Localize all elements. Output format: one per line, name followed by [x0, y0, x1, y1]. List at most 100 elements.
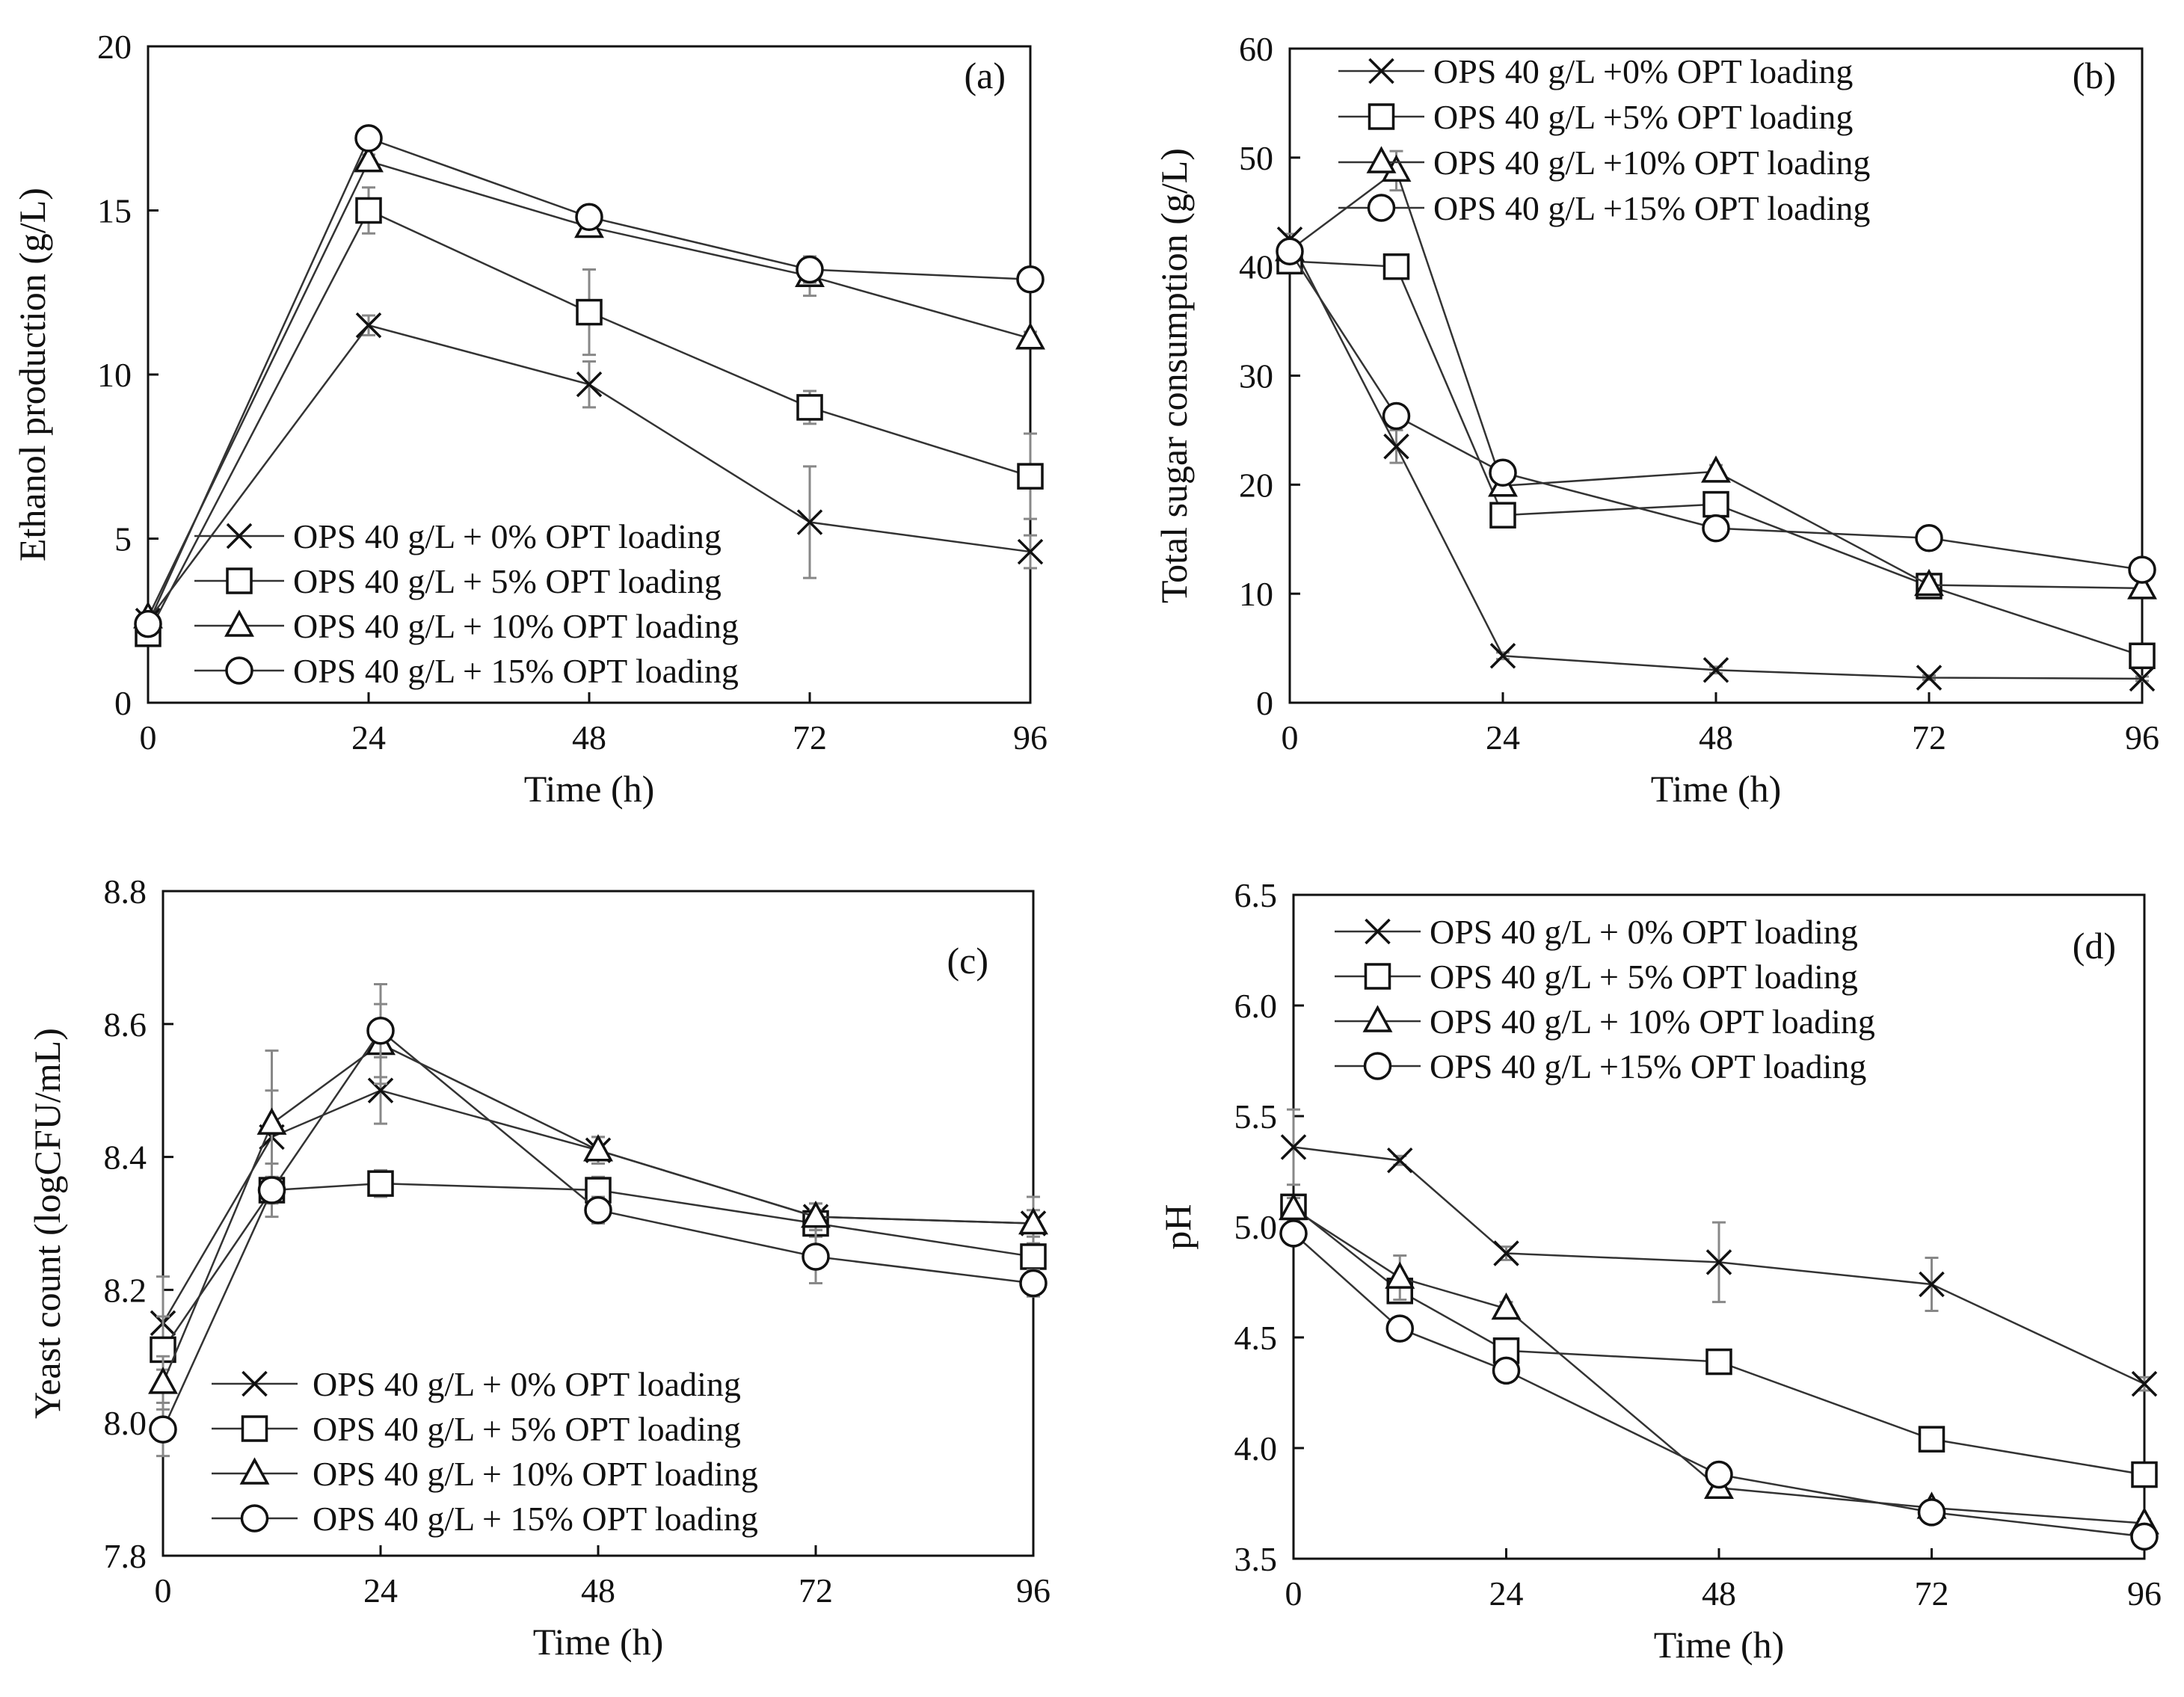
data-point [801, 1200, 831, 1228]
legend-entry: OPS 40 g/L +10% OPT loading [1338, 144, 1870, 182]
legend-entry: OPS 40 g/L + 5% OPT loading [212, 1410, 741, 1448]
series-circle [149, 982, 1048, 1458]
data-point [1382, 401, 1411, 431]
legend-marker [1363, 1052, 1392, 1080]
legend-label: OPS 40 g/L + 0% OPT loading [313, 1365, 741, 1403]
series-line [1288, 238, 2143, 680]
y-tick-label: 4.5 [1234, 1319, 1278, 1357]
x-tick-label: 48 [581, 1571, 615, 1610]
data-point [1280, 1134, 1307, 1160]
legend-marker [225, 656, 253, 685]
data-point [354, 124, 383, 153]
x-axis-title: Time (h) [1654, 1624, 1785, 1666]
data-point [1016, 265, 1045, 294]
data-point [367, 1077, 394, 1103]
y-tick-label: 8.6 [104, 1005, 147, 1044]
x-tick-label: 96 [1016, 1571, 1051, 1610]
data-point [2127, 572, 2157, 600]
legend-entry: OPS 40 g/L + 15% OPT loading [194, 652, 739, 690]
series-line [1288, 250, 2143, 571]
legend-entry: OPS 40 g/L + 5% OPT loading [1335, 958, 1858, 996]
data-point [148, 1367, 178, 1394]
legend-marker [224, 609, 254, 637]
data-point [584, 1195, 612, 1225]
data-point [355, 197, 382, 224]
legend-marker [242, 1370, 268, 1397]
legend-marker [240, 1504, 269, 1533]
legend-entry: OPS 40 g/L + 0% OPT loading [212, 1365, 741, 1403]
data-point [355, 312, 382, 339]
panel-label: (c) [947, 940, 989, 982]
series-line [162, 1182, 1034, 1351]
legend-entry: OPS 40 g/L + 0% OPT loading [194, 517, 722, 555]
data-point [367, 1170, 394, 1197]
series-line [162, 1029, 1034, 1430]
y-axis-title: pH [1157, 1204, 1199, 1249]
data-point [1705, 1460, 1733, 1489]
data-point [366, 1016, 395, 1045]
legend-marker [1368, 58, 1394, 84]
data-point [1491, 1292, 1522, 1320]
data-point [1019, 1269, 1048, 1298]
panel-c: 7.8 8.0 8.2 8.4 8.6 8.8 0 24 48 72 96 Time (h) Yeast… [26, 872, 1051, 1663]
legend-entry: OPS 40 g/L + 10% OPT loading [194, 607, 739, 645]
data-point [1385, 1261, 1415, 1289]
x-axis-title: Time (h) [524, 768, 655, 810]
legend-label: OPS 40 g/L + 0% OPT loading [293, 517, 722, 555]
legend-marker [1367, 194, 1396, 222]
series-line [1289, 260, 2143, 657]
data-point [1017, 463, 1044, 490]
data-point [1489, 643, 1516, 669]
legend: OPS 40 g/L + 0% OPT loading OPS 40 g/L + … [212, 1365, 758, 1538]
data-point [1914, 568, 1944, 597]
panel-label: (d) [2073, 925, 2116, 967]
series-x [1280, 1108, 2158, 1397]
y-tick-label: 15 [97, 192, 132, 230]
legend-entry: OPS 40 g/L +5% OPT loading [1338, 98, 1853, 136]
data-point [1705, 1249, 1732, 1275]
legend-label: OPS 40 g/L + 5% OPT loading [293, 562, 722, 600]
x-tick-label: 0 [1285, 1574, 1302, 1613]
legend-entry: OPS 40 g/L +15% OPT loading [1335, 1047, 1866, 1085]
legend-label: OPS 40 g/L +0% OPT loading [1433, 52, 1853, 90]
data-point [2130, 1522, 2159, 1551]
data-point [1916, 665, 1942, 691]
data-point [796, 255, 824, 284]
legend-label: OPS 40 g/L + 10% OPT loading [1430, 1003, 1875, 1041]
y-tick-label: 60 [1239, 30, 1273, 68]
data-point [257, 1176, 286, 1204]
series-circle [134, 124, 1045, 638]
x-axis-title: Time (h) [533, 1621, 664, 1663]
y-tick-label: 8.8 [104, 872, 147, 911]
data-point [1017, 538, 1044, 565]
data-point [583, 1134, 613, 1162]
panel-d: 3.5 4.0 4.5 5.0 5.5 6.0 6.5 0 24 48 72 96 Time (h) pH… [1157, 876, 2162, 1666]
y-tick-label: 5.0 [1234, 1208, 1278, 1246]
x-tick-label: 0 [155, 1571, 172, 1610]
y-axis-title: Yeast count (logCFU/mL) [26, 1028, 68, 1419]
data-point [354, 145, 384, 173]
x-tick-label: 24 [351, 718, 386, 757]
x-tick-label: 72 [1915, 1574, 1949, 1613]
data-point [1385, 1314, 1414, 1343]
panel-b: 0 10 20 30 40 50 60 0 24 48 72 96 Time (h) Total suga… [1153, 30, 2159, 810]
data-point [1018, 1207, 1048, 1235]
x-tick-label: 0 [140, 718, 157, 757]
data-point [2129, 642, 2156, 670]
y-tick-label: 5.5 [1234, 1097, 1278, 1136]
y-tick-label: 6.5 [1234, 876, 1278, 914]
panel-label: (b) [2073, 55, 2116, 96]
data-point [796, 394, 823, 421]
data-point [802, 1242, 830, 1271]
data-point [1276, 237, 1304, 265]
data-point [1493, 1240, 1519, 1266]
legend-entry: OPS 40 g/L + 10% OPT loading [212, 1455, 758, 1493]
series-triangle [148, 1003, 1048, 1411]
panel-a: 0 5 10 15 20 0 24 48 72 96 Time (h) Ethanol product… [11, 28, 1048, 810]
legend-entry: OPS 40 g/L + 0% OPT loading [1335, 913, 1858, 951]
x-tick-label: 96 [2125, 718, 2159, 757]
legend-entry: OPS 40 g/L +0% OPT loading [1338, 52, 1853, 90]
legend-label: OPS 40 g/L + 10% OPT loading [293, 607, 739, 645]
y-tick-label: 0 [114, 684, 132, 722]
